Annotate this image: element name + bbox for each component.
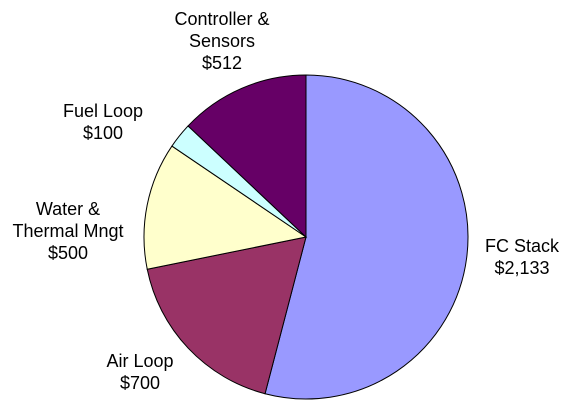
pie-slice — [143, 145, 308, 270]
value-label: $500 — [47, 243, 89, 263]
pie-slice — [187, 74, 307, 239]
slice-label: Controller & Sensors $512 — [167, 8, 277, 74]
slice-label: Air Loop $700 — [85, 350, 195, 394]
category-label: Fuel Loop — [62, 101, 144, 121]
slice-label: Water & Thermal Mngt $500 — [8, 198, 128, 264]
pie-slice — [146, 236, 307, 395]
category-label: FC Stack — [484, 236, 559, 256]
slice-label: FC Stack $2,133 — [467, 235, 576, 279]
value-label: $512 — [201, 53, 243, 73]
value-label: $700 — [119, 373, 161, 393]
category-label: Water & Thermal Mngt — [12, 199, 124, 241]
category-label: Controller & Sensors — [174, 9, 270, 51]
value-label: $100 — [82, 123, 124, 143]
pie-slice — [264, 74, 469, 400]
value-label: $2,133 — [494, 258, 550, 278]
slice-label: Fuel Loop $100 — [48, 100, 158, 144]
category-label: Air Loop — [106, 351, 174, 371]
